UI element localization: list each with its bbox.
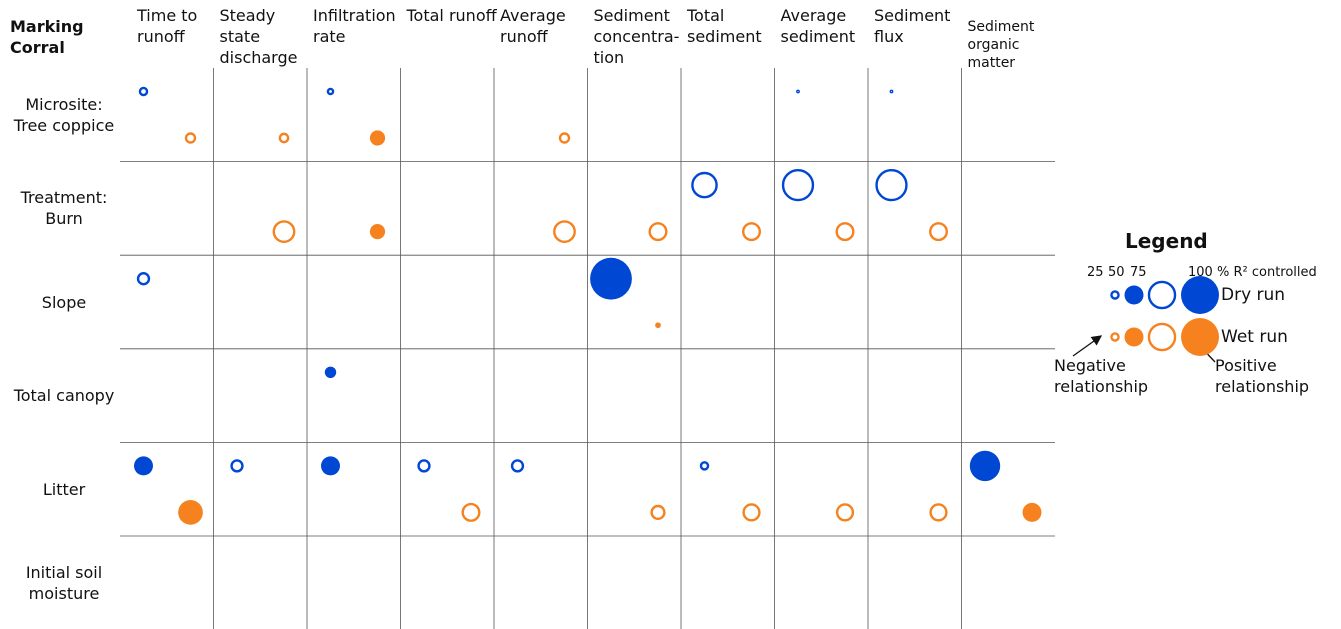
column-header: Total runoff [406, 6, 497, 25]
legend-bubble [1147, 322, 1177, 352]
column-header: Average sediment [780, 6, 856, 46]
bubble [461, 502, 481, 522]
bubble [699, 461, 710, 471]
bubble [558, 132, 571, 144]
bubble [835, 503, 855, 522]
bubble [178, 500, 203, 525]
row-label: Total canopy [13, 386, 115, 406]
bubble [835, 222, 855, 242]
legend-size-label: 100 [1188, 265, 1213, 280]
bubble [230, 459, 244, 473]
bubble [929, 222, 949, 242]
row-label: Slope [41, 292, 87, 312]
bubble [691, 171, 718, 199]
bubble [272, 220, 296, 244]
column-header: Sediment organic matter [967, 19, 1035, 71]
bubble [324, 366, 337, 378]
bubble [417, 459, 431, 473]
bubble [136, 272, 151, 286]
legend-title: Legend [1125, 229, 1208, 253]
row-label: Microsite: Tree coppice [13, 94, 115, 135]
column-header: Steady state discharge [219, 6, 298, 67]
bubble [781, 168, 815, 202]
legend-bubble [1110, 332, 1120, 342]
bubble [590, 257, 632, 300]
row-label: Initial soil moisture [25, 562, 103, 603]
bubble [326, 87, 335, 96]
bubble [929, 503, 948, 522]
legend-bubble [1147, 280, 1177, 310]
bubble [1022, 502, 1042, 522]
bubble [742, 222, 762, 242]
arrow [1072, 335, 1103, 357]
column-header: Average runoff [500, 6, 566, 46]
bubble [742, 503, 761, 522]
bubble [889, 89, 894, 94]
annotation: Negative relationship [1054, 356, 1149, 396]
bubble [655, 322, 661, 329]
bubble [875, 168, 908, 202]
legend-size-label: 75 [1130, 265, 1147, 280]
legend-entry: Wet run [1221, 327, 1288, 347]
bubble [184, 132, 197, 144]
bubble [796, 89, 800, 94]
corner-label: Marking Corral [10, 17, 84, 57]
legend-bubble [1124, 285, 1144, 305]
bubble [321, 456, 340, 476]
bubble [278, 132, 290, 144]
column-header: Sediment concentra­tion [593, 6, 680, 67]
legend-size-unit: % R² controlled [1217, 265, 1317, 280]
bubble [650, 504, 666, 521]
legend-bubble [1110, 290, 1120, 300]
bubble [553, 220, 576, 244]
bubble [134, 456, 153, 476]
bubble [648, 222, 668, 242]
column-header: Total sediment [687, 6, 762, 46]
legend-bubble [1124, 327, 1144, 347]
bubble [969, 450, 1001, 482]
bubble [369, 130, 386, 146]
bubble [138, 86, 149, 97]
column-header: Time to runoff [137, 6, 198, 46]
legend-entry: Dry run [1221, 285, 1286, 305]
legend-size-label: 25 [1087, 265, 1104, 280]
bubble [510, 459, 525, 473]
column-header: Sediment flux [874, 6, 951, 46]
legend-bubble [1181, 318, 1219, 356]
legend-bubble [1181, 276, 1219, 314]
bubble [369, 224, 386, 240]
row-label: Litter [42, 479, 86, 499]
column-header: Infiltration rate [313, 6, 396, 46]
legend-size-label: 50 [1108, 265, 1125, 280]
annotation: Positive relationship [1215, 356, 1310, 396]
row-label: Treatment: Burn [20, 188, 108, 229]
